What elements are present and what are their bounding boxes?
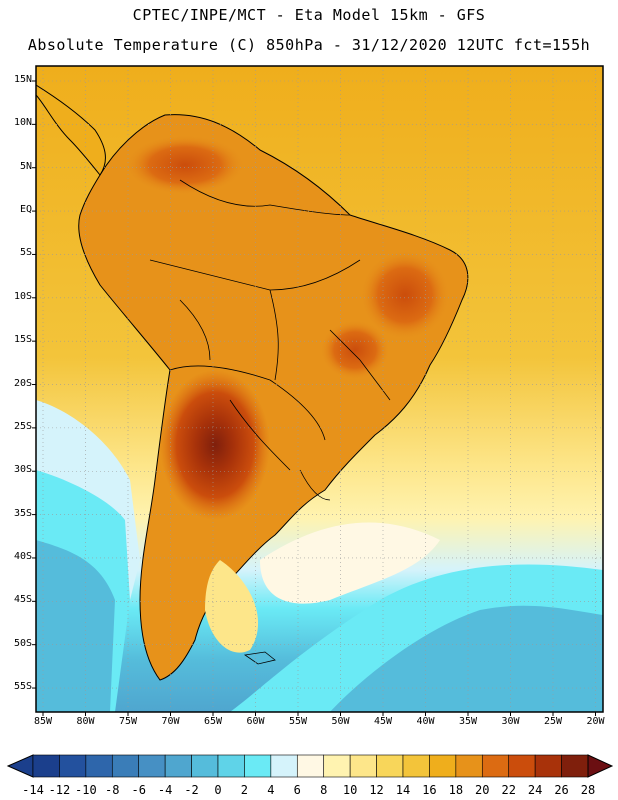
country-borders: [149, 179, 391, 501]
lon-label: 40W: [416, 716, 435, 727]
lat-label: 20S: [13, 377, 32, 389]
colorbar-min-arrow: [6, 754, 34, 778]
colorbar-label: 12: [369, 783, 384, 797]
lon-label: 30W: [501, 716, 520, 727]
colorbar: [6, 754, 614, 778]
central-america-land: [36, 84, 106, 176]
colorbar-swatch: [481, 754, 510, 778]
lat-label: 45S: [13, 594, 32, 606]
colorbar-swatch: [561, 754, 589, 778]
colorbar-swatch: [244, 754, 272, 778]
colorbar-label: -2: [184, 783, 199, 797]
chart-title-line2: Absolute Temperature (C) 850hPa - 31/12/…: [27, 36, 591, 54]
colorbar-label: 14: [395, 783, 411, 797]
lat-label: 5S: [19, 247, 32, 259]
south-america-land: [78, 114, 469, 681]
lat-label: 35S: [13, 507, 32, 519]
colorbar-label: -8: [105, 783, 120, 797]
colorbar-label: 4: [267, 783, 275, 797]
colorbar-swatch: [349, 754, 377, 778]
lon-label: 25W: [543, 716, 563, 727]
lat-label: EQ: [19, 204, 32, 216]
colorbar-label: -4: [157, 783, 173, 797]
colorbar-swatch: [111, 754, 140, 778]
lon-label: 50W: [331, 716, 350, 727]
lon-label: 80W: [76, 716, 95, 727]
colorbar-swatch: [217, 754, 245, 778]
lat-label: 25S: [13, 420, 32, 432]
colorbar-label: 0: [214, 783, 222, 797]
colorbar-label: 16: [422, 783, 437, 797]
lon-label: 35W: [458, 716, 478, 727]
lat-label: 55S: [13, 681, 32, 693]
colorbar-swatch: [376, 754, 404, 778]
atlantic-white-region: [260, 522, 440, 604]
colorbar-label: 26: [554, 783, 569, 797]
colorbar-swatch: [59, 754, 87, 778]
lon-label: 60W: [246, 716, 265, 727]
colorbar-swatch: [32, 754, 60, 778]
colorbar-label: 24: [527, 783, 543, 797]
hot-spot-northeast: [360, 250, 450, 340]
colorbar-label: 8: [320, 783, 328, 797]
colorbar-max-arrow: [587, 754, 614, 778]
colorbar-label: 22: [501, 783, 516, 797]
lat-label: 50S: [13, 637, 32, 649]
lon-label: 65W: [203, 716, 223, 727]
colorbar-label: 10: [342, 783, 358, 797]
chart-title-line1: CPTEC/INPE/MCT - Eta Model 15km - GFS: [132, 6, 486, 24]
colorbar-swatch: [164, 754, 192, 778]
lat-label: 5N: [19, 160, 32, 172]
lon-label: 75W: [118, 716, 138, 727]
patagonia-cool-patch: [205, 560, 259, 653]
colorbar-label: 6: [293, 783, 301, 797]
colorbar-swatch: [508, 754, 536, 778]
colorbar-swatch: [270, 754, 298, 778]
lon-label: 45W: [373, 716, 393, 727]
lat-label: 10S: [13, 290, 32, 302]
colorbar-swatch: [323, 754, 351, 778]
colorbar-swatch: [455, 754, 483, 778]
colorbar-swatch: [85, 754, 113, 778]
atlantic-cooler-region: [330, 605, 603, 712]
lon-label: 70W: [161, 716, 180, 727]
axis-ticks: [32, 80, 596, 716]
lon-label: 55W: [288, 716, 308, 727]
colorbar-label: -14: [22, 783, 44, 797]
lat-label: 10N: [13, 117, 32, 129]
lon-label: 20W: [586, 716, 605, 727]
colorbar-swatch: [296, 754, 325, 778]
colorbar-swatch: [534, 754, 562, 778]
lat-label: 15N: [13, 74, 32, 85]
hot-spot-venezuela: [125, 135, 245, 195]
lon-label: 85W: [33, 716, 53, 727]
hot-core-chaco: [160, 370, 270, 520]
lat-lon-grid: [36, 66, 603, 712]
lat-label: 15S: [13, 334, 32, 346]
colorbar-swatch: [429, 754, 457, 778]
pacific-cooler-region: [36, 540, 115, 712]
colorbar-label: 2: [240, 783, 249, 797]
colorbar-swatch: [191, 754, 219, 778]
colorbar-label: 28: [580, 783, 596, 797]
colorbar-label: -12: [48, 783, 71, 797]
colorbar-swatch: [402, 754, 430, 778]
colorbar-label: -6: [131, 783, 146, 797]
colorbar-label: 20: [475, 783, 490, 797]
hot-spot-central: [320, 320, 390, 380]
colorbar-swatch: [138, 754, 166, 778]
falkland-islands: [243, 651, 276, 665]
colorbar-label: 18: [448, 783, 464, 797]
map-frame: [35, 65, 604, 713]
lat-label: 40S: [13, 550, 32, 562]
colorbar-label: -10: [75, 783, 97, 797]
lat-label: 30S: [13, 464, 32, 476]
